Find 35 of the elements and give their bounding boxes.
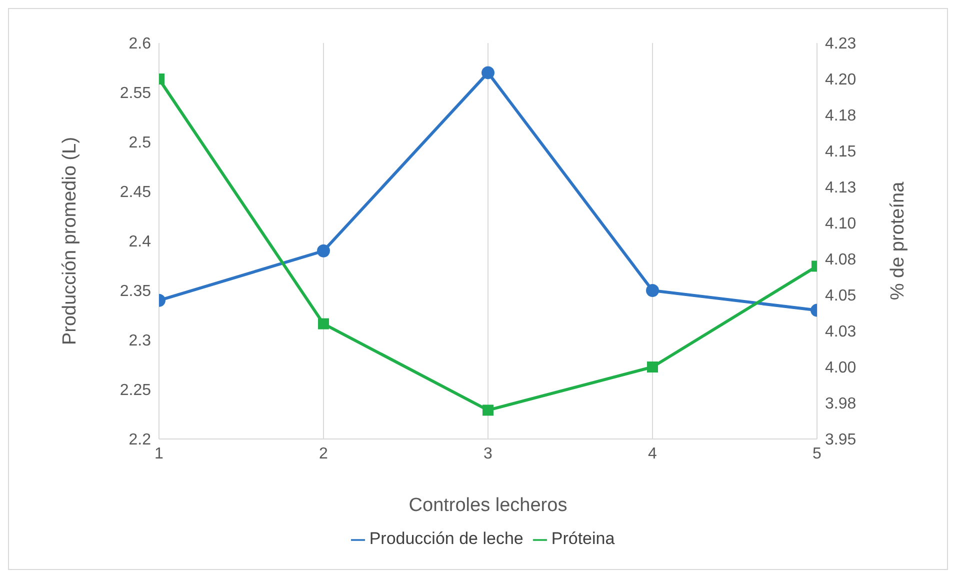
y2-tick-label: 4.08: [825, 252, 856, 269]
y2-tick-label: 4.18: [825, 108, 856, 125]
y2-tick-label: 4.23: [825, 36, 856, 53]
y2-tick-label: 4.00: [825, 360, 856, 377]
legend-label: Producción de leche: [369, 529, 524, 548]
y2-tick-label: 3.95: [825, 432, 856, 449]
y2-tick-label: 4.10: [825, 216, 856, 233]
point: [482, 404, 494, 416]
x-tick-label: 5: [812, 445, 822, 462]
y-tick-label: 2.55: [120, 85, 152, 102]
x-axis-title: Controles lecheros: [408, 495, 568, 516]
y2-tick-label: 3.98: [825, 396, 856, 413]
legend-label: Próteina: [551, 529, 615, 548]
y-tick-label: 2.5: [128, 134, 152, 152]
y2-tick-label: 4.20: [825, 72, 856, 89]
x-tick-label: 1: [154, 445, 164, 462]
y-tick-label: 2.45: [120, 184, 152, 202]
y-tick-label: 2.6: [128, 36, 152, 53]
x-tick-label: 2: [319, 445, 328, 462]
y2-tick-label: 4.03: [825, 324, 856, 341]
y-tick-label: 2.3: [128, 332, 152, 350]
y-tick-label: 2.4: [128, 234, 152, 251]
x-tick-label: 3: [484, 445, 493, 462]
x-tick-label: 4: [648, 445, 658, 462]
y2-tick-label: 4.15: [825, 144, 856, 161]
y2-tick-label: 4.13: [825, 180, 856, 197]
y2-axis-title: % de proteína: [888, 181, 909, 300]
y2-tick-label: 4.05: [825, 288, 856, 305]
y-tick-label: 2.25: [120, 382, 152, 400]
y-tick-label: 2.2: [128, 432, 152, 449]
point: [647, 362, 658, 372]
y-axis-title: Producción promedio (L): [60, 136, 81, 346]
y-tick-label: 2.35: [120, 283, 152, 300]
point: [318, 318, 329, 330]
point: [482, 66, 494, 80]
